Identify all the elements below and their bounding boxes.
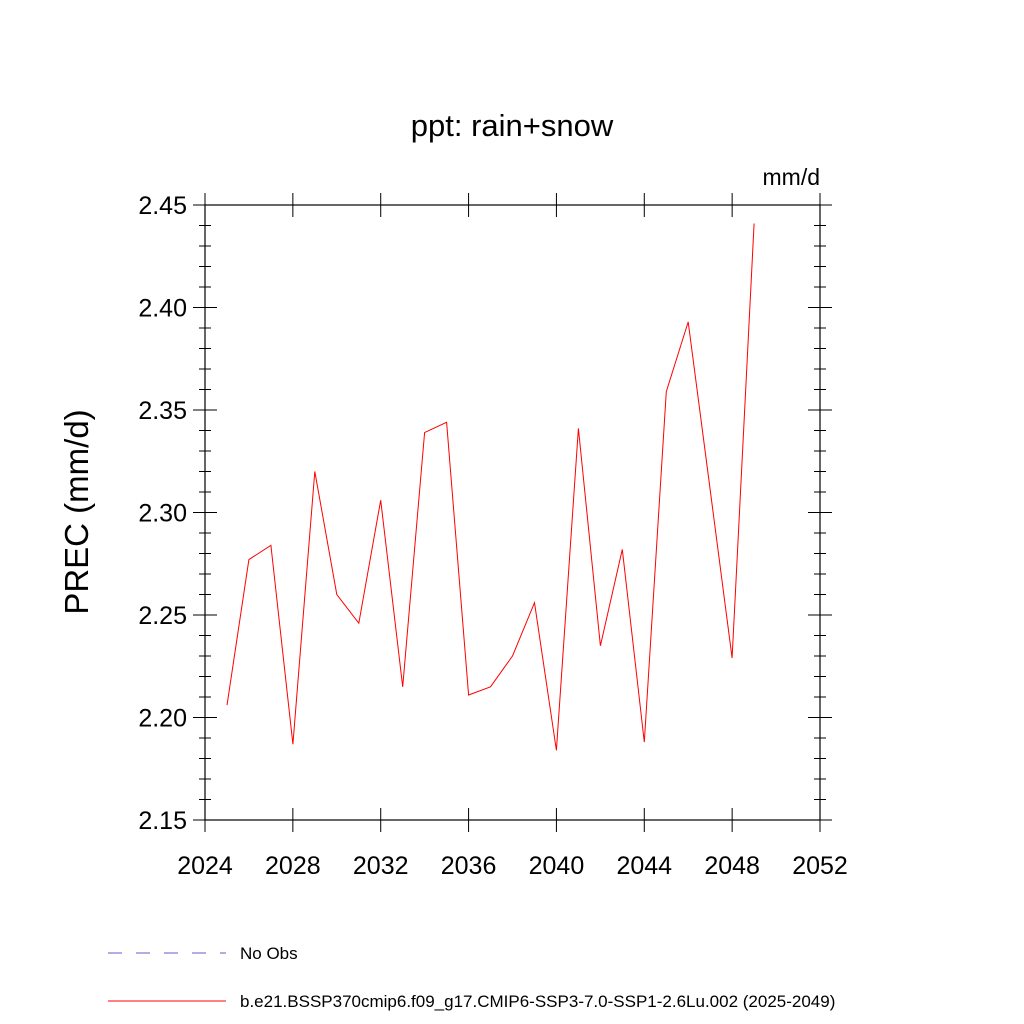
y-tick-label: 2.15 — [138, 807, 187, 835]
series-points — [225, 222, 755, 752]
legend-label-no-obs: No Obs — [240, 944, 298, 963]
plot-frame — [204, 204, 821, 821]
x-tick-label: 2024 — [177, 852, 233, 880]
y-tick-label: 2.35 — [138, 397, 187, 425]
data-point-2047 — [709, 488, 712, 491]
data-point-2032 — [379, 499, 382, 502]
data-point-2043 — [621, 548, 624, 551]
units-label: mm/d — [763, 164, 821, 190]
data-point-2042 — [599, 644, 602, 647]
data-point-2030 — [335, 593, 338, 596]
x-tick-label: 2036 — [441, 852, 497, 880]
data-point-2040 — [555, 749, 558, 752]
data-point-2029 — [313, 470, 316, 473]
y-tick-label: 2.25 — [138, 602, 187, 630]
data-point-2039 — [533, 601, 536, 604]
x-tick-label: 2048 — [704, 852, 760, 880]
data-point-2034 — [423, 431, 426, 434]
y-tick-label: 2.45 — [138, 192, 187, 220]
axis-ticks — [193, 193, 832, 832]
series-line — [226, 223, 755, 751]
data-point-2049 — [753, 222, 756, 225]
data-point-2028 — [291, 743, 294, 746]
x-tick-label: 2032 — [353, 852, 409, 880]
data-point-2045 — [665, 390, 668, 393]
x-tick-label: 2052 — [792, 852, 848, 880]
data-point-2036 — [467, 693, 470, 696]
y-tick-labels: 2.15 2.20 2.25 2.30 2.35 2.40 2.45 — [138, 192, 187, 835]
data-point-2048 — [731, 657, 734, 660]
data-point-2044 — [643, 741, 646, 744]
y-axis-label: PREC (mm/d) — [58, 409, 95, 614]
y-tick-label: 2.20 — [138, 705, 187, 733]
y-tick-label: 2.30 — [138, 500, 187, 528]
data-point-2038 — [511, 655, 514, 658]
data-point-2037 — [489, 685, 492, 688]
x-tick-label: 2028 — [265, 852, 321, 880]
legend-label-model: b.e21.BSSP370cmip6.f09_g17.CMIP6-SSP3-7.… — [240, 992, 835, 1011]
data-point-2046 — [687, 320, 690, 323]
data-point-2041 — [577, 427, 580, 430]
data-point-2026 — [247, 558, 250, 561]
x-tick-label: 2044 — [616, 852, 672, 880]
y-tick-label: 2.40 — [138, 295, 187, 323]
x-tick-labels: 2024 2028 2032 2036 2040 2044 2048 2052 — [177, 852, 848, 880]
data-point-2035 — [445, 421, 448, 424]
data-point-2033 — [401, 685, 404, 688]
data-point-2031 — [357, 622, 360, 625]
data-point-2025 — [225, 704, 228, 707]
chart-title: ppt: rain+snow — [411, 108, 614, 143]
data-point-2027 — [269, 544, 272, 547]
x-tick-label: 2040 — [529, 852, 585, 880]
